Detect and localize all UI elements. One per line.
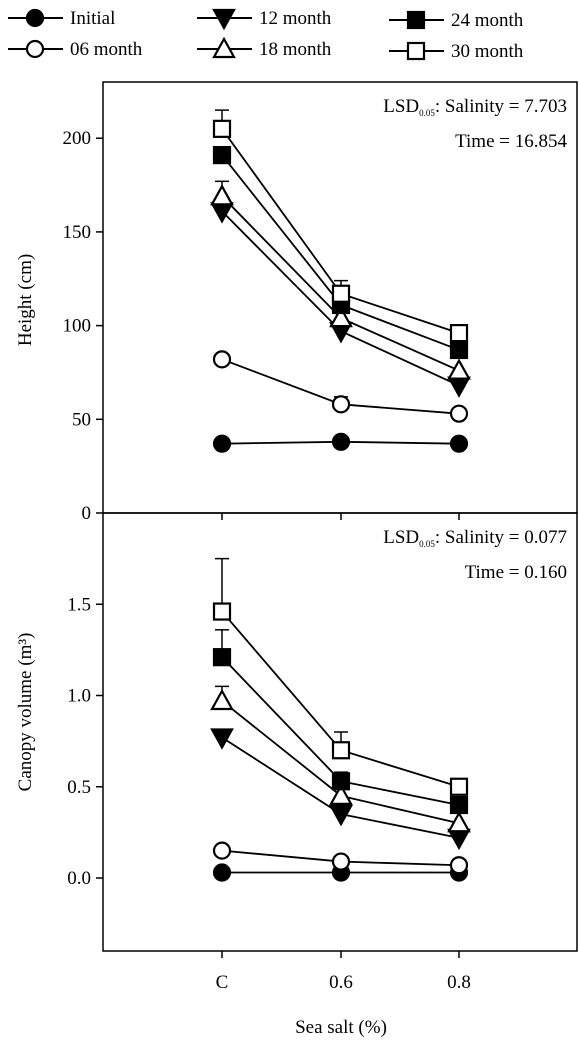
y-tick-label: 150 — [63, 222, 92, 243]
data-point — [210, 688, 234, 711]
data-point — [331, 772, 351, 791]
lsd-subscript: 0.05 — [419, 108, 435, 118]
data-point — [331, 395, 351, 414]
legend-entry-30-month: 30 month — [389, 41, 524, 62]
data-point — [210, 728, 234, 750]
legend-entry-18-month: 18 month — [197, 36, 332, 60]
data-point — [212, 350, 232, 369]
plot-frame — [102, 512, 578, 952]
legend-label: 30 month — [451, 41, 524, 62]
data-point — [212, 119, 232, 138]
data-point — [447, 810, 471, 833]
series-24-month — [212, 629, 469, 815]
data-point — [212, 602, 232, 621]
y-tick-label: 100 — [63, 316, 92, 337]
series-18-month — [210, 180, 471, 380]
legend-label: 12 month — [259, 8, 332, 29]
series-30-month — [212, 557, 469, 796]
data-point — [329, 783, 353, 805]
legend-marker — [25, 39, 45, 59]
data-point — [449, 434, 469, 453]
data-point — [331, 432, 351, 451]
data-point — [449, 324, 469, 343]
legend-label: Initial — [70, 8, 115, 29]
y-tick-label: 200 — [63, 128, 92, 149]
legend-marker — [406, 41, 426, 61]
legend: Initial 06 month 12 month 18 month 24 month 3… — [8, 8, 524, 62]
y-tick-label: 0 — [82, 503, 92, 524]
y-tick-label: 1.5 — [67, 594, 91, 615]
data-point — [212, 841, 232, 860]
data-point — [329, 305, 353, 328]
legend-label: 18 month — [259, 39, 332, 60]
data-point — [449, 795, 469, 815]
data-point — [331, 852, 351, 871]
series-initial — [212, 432, 469, 453]
legend-entry-06-month: 06 month — [8, 39, 143, 60]
data-point — [449, 856, 469, 875]
legend-entry-24-month: 24 month — [389, 10, 524, 31]
x-axis-title: Sea salt (%) — [295, 1017, 387, 1038]
legend-marker — [25, 8, 45, 28]
x-tick-label: 0.6 — [329, 972, 353, 993]
legend-marker — [212, 8, 236, 31]
lsd-time-text: Time = 16.854 — [455, 131, 567, 152]
lsd-annotation: LSD0.05: Salinity = 0.077 Time = 0.160 — [383, 527, 567, 583]
series-18-month — [210, 685, 471, 833]
legend-entry-12-month: 12 month — [197, 8, 332, 31]
legend-entry-initial: Initial — [8, 8, 115, 29]
y-tick-label: 1.0 — [67, 686, 91, 707]
lsd-annotation: LSD0.05: Salinity = 7.703 Time = 16.854 — [383, 96, 567, 152]
legend-marker — [406, 10, 426, 30]
x-axis: C 0.6 0.8 Sea salt (%) — [216, 513, 471, 1038]
data-point — [449, 404, 469, 423]
canopy-volume-panel: 0.0 0.5 1.0 1.5 Canopy volume (m³) LSD0.05: S… — [15, 512, 578, 952]
legend-label: 06 month — [70, 39, 143, 60]
y-axis-title: Height (cm) — [15, 254, 36, 346]
lsd-salinity-text: LSD0.05: Salinity = 0.077 — [383, 527, 567, 549]
series-06-month — [212, 841, 469, 875]
data-point — [210, 184, 234, 206]
data-point — [212, 648, 232, 667]
data-point — [331, 741, 351, 760]
data-point — [212, 863, 232, 882]
y-tick-label: 0.5 — [67, 777, 91, 798]
y-tick-label: 50 — [72, 409, 91, 430]
lsd-salinity-value: : Salinity = 7.703 — [435, 96, 567, 117]
x-tick-label: 0.8 — [447, 972, 471, 993]
lsd-salinity-value: : Salinity = 0.077 — [435, 527, 567, 548]
data-point — [329, 805, 353, 827]
data-point — [447, 358, 471, 380]
series-30-month — [212, 109, 469, 343]
legend-marker — [212, 36, 236, 59]
lsd-time-text: Time = 0.160 — [465, 562, 567, 583]
data-point — [449, 777, 469, 796]
y-axis-title: Canopy volume (m³) — [15, 633, 36, 792]
data-point — [331, 284, 351, 303]
legend-label: 24 month — [451, 10, 524, 31]
data-point — [212, 145, 232, 165]
data-point — [212, 434, 232, 453]
lsd-salinity-text: LSD0.05: Salinity = 7.703 — [383, 96, 567, 118]
data-point — [447, 828, 471, 851]
data-point — [449, 340, 469, 360]
height-panel: 0 50 100 150 200 Height (cm) LSD0.05: Salinity… — [15, 81, 578, 524]
y-tick-label: 0.0 — [67, 868, 91, 889]
x-tick-label: C — [216, 972, 229, 993]
lsd-subscript: 0.05 — [419, 539, 435, 549]
data-point — [447, 376, 471, 398]
series-06-month — [212, 350, 469, 423]
